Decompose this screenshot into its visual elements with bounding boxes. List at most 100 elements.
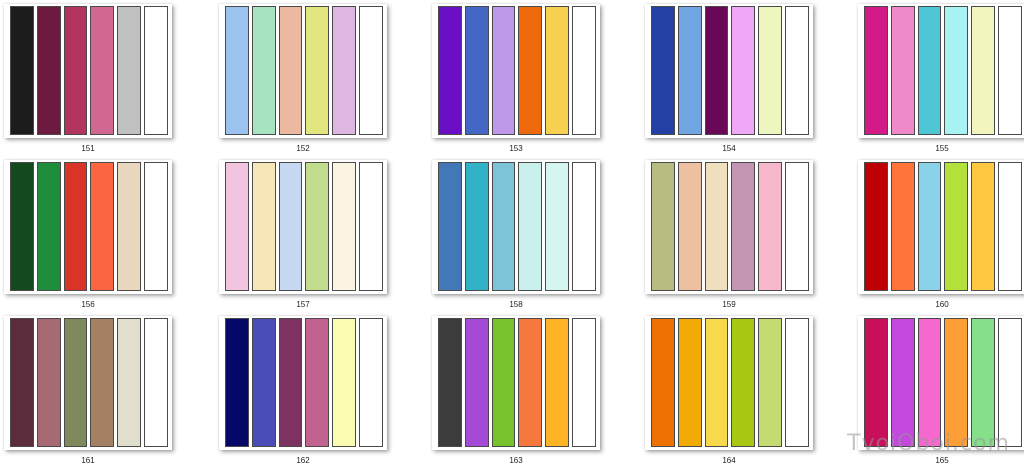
color-swatch xyxy=(117,6,142,135)
palette-number: 153 xyxy=(509,144,523,153)
color-swatch xyxy=(332,6,357,135)
color-swatch xyxy=(651,318,675,447)
palette-card xyxy=(219,316,387,450)
palette-card xyxy=(219,4,387,138)
color-swatch xyxy=(225,6,249,135)
palette-number: 156 xyxy=(81,300,95,309)
color-swatch xyxy=(117,162,142,291)
color-swatch xyxy=(545,6,570,135)
palette-number: 164 xyxy=(722,456,736,465)
swatch-strip xyxy=(225,162,383,291)
watermark-logo: TvoiOboi.com xyxy=(847,431,1010,456)
palette-card xyxy=(432,160,600,294)
color-swatch xyxy=(491,162,516,291)
color-swatch xyxy=(90,162,115,291)
color-swatch xyxy=(971,318,996,447)
color-swatch xyxy=(677,318,702,447)
color-swatch xyxy=(731,162,756,291)
color-swatch xyxy=(890,162,915,291)
color-swatch xyxy=(704,318,729,447)
palette-number: 151 xyxy=(81,144,95,153)
palette-card xyxy=(645,316,813,450)
swatch-strip xyxy=(651,318,809,447)
color-swatch xyxy=(305,318,330,447)
color-swatch xyxy=(890,318,915,447)
palette-number: 161 xyxy=(81,456,95,465)
color-swatch xyxy=(864,318,888,447)
color-swatch xyxy=(785,162,809,291)
color-swatch xyxy=(758,6,783,135)
color-swatch xyxy=(144,318,168,447)
color-swatch xyxy=(464,162,489,291)
palette-number: 158 xyxy=(509,300,523,309)
color-swatch xyxy=(651,162,675,291)
color-swatch xyxy=(890,6,915,135)
color-swatch xyxy=(971,6,996,135)
color-swatch xyxy=(117,318,142,447)
color-swatch xyxy=(438,162,462,291)
swatch-strip xyxy=(225,318,383,447)
color-swatch xyxy=(758,162,783,291)
color-swatch xyxy=(10,162,34,291)
color-swatch xyxy=(917,6,942,135)
color-swatch xyxy=(677,6,702,135)
color-swatch xyxy=(36,162,61,291)
color-swatch xyxy=(251,6,276,135)
palette-card xyxy=(4,160,172,294)
color-swatch xyxy=(438,6,462,135)
color-swatch xyxy=(917,162,942,291)
color-swatch xyxy=(518,162,543,291)
color-swatch xyxy=(225,318,249,447)
palette-card xyxy=(858,316,1024,450)
palette-number: 152 xyxy=(296,144,310,153)
color-swatch xyxy=(464,6,489,135)
color-swatch xyxy=(677,162,702,291)
color-swatch xyxy=(944,162,969,291)
color-swatch xyxy=(36,318,61,447)
color-swatch xyxy=(251,318,276,447)
color-swatch xyxy=(944,6,969,135)
color-swatch xyxy=(572,318,596,447)
color-swatch xyxy=(998,162,1022,291)
palette-number: 154 xyxy=(722,144,736,153)
swatch-strip xyxy=(438,162,596,291)
color-swatch xyxy=(63,6,88,135)
palette-number: 165 xyxy=(935,456,949,465)
color-swatch xyxy=(10,6,34,135)
color-swatch xyxy=(225,162,249,291)
color-swatch xyxy=(278,162,303,291)
swatch-strip xyxy=(10,318,168,447)
color-swatch xyxy=(144,162,168,291)
palette-card xyxy=(858,4,1024,138)
color-swatch xyxy=(572,6,596,135)
color-swatch xyxy=(305,6,330,135)
palette-card xyxy=(432,316,600,450)
palette-card xyxy=(219,160,387,294)
palette-card xyxy=(645,160,813,294)
swatch-strip xyxy=(225,6,383,135)
color-swatch xyxy=(359,6,383,135)
color-swatch xyxy=(332,318,357,447)
swatch-strip xyxy=(438,318,596,447)
color-swatch xyxy=(63,318,88,447)
color-swatch xyxy=(917,318,942,447)
color-swatch xyxy=(971,162,996,291)
palette-number: 155 xyxy=(935,144,949,153)
color-swatch xyxy=(36,6,61,135)
color-swatch xyxy=(491,6,516,135)
color-swatch xyxy=(731,318,756,447)
palette-card xyxy=(4,316,172,450)
color-swatch xyxy=(251,162,276,291)
color-swatch xyxy=(305,162,330,291)
color-swatch xyxy=(758,318,783,447)
color-swatch xyxy=(944,318,969,447)
swatch-strip xyxy=(651,6,809,135)
palette-number: 159 xyxy=(722,300,736,309)
palette-card xyxy=(645,4,813,138)
color-swatch xyxy=(998,318,1022,447)
swatch-strip xyxy=(864,318,1022,447)
color-swatch xyxy=(864,6,888,135)
color-swatch xyxy=(332,162,357,291)
palette-card xyxy=(4,4,172,138)
